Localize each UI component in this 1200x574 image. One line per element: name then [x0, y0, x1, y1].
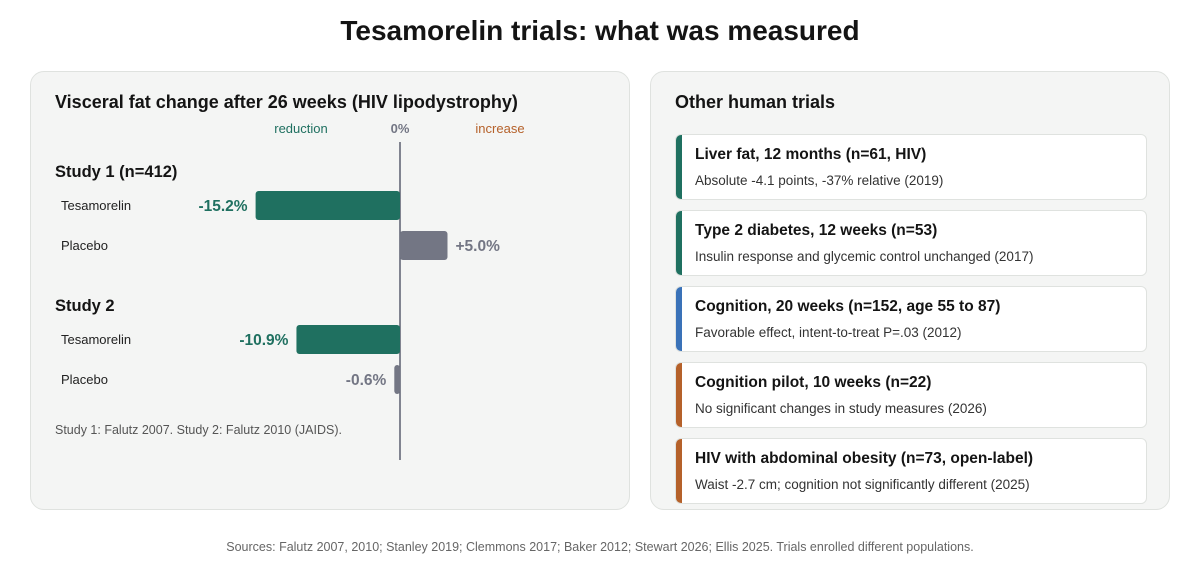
card-description: Waist -2.7 cm; cognition not significant… [695, 477, 1030, 492]
study-group-label: Study 1 (n=412) [55, 163, 177, 181]
trial-card: Cognition, 20 weeks (n=152, age 55 to 87… [675, 286, 1147, 352]
trial-card: HIV with abdominal obesity (n=73, open-l… [675, 438, 1147, 504]
bar-value-label: +5.0% [456, 238, 501, 255]
card-description: Absolute -4.1 points, -37% relative (201… [695, 173, 944, 188]
card-title: Cognition, 20 weeks (n=152, age 55 to 87… [695, 298, 1001, 315]
card-description: Insulin response and glycemic control un… [695, 249, 1034, 264]
bar-category-label: Placebo [61, 238, 108, 253]
bar-category-label: Tesamorelin [61, 198, 131, 213]
bar-category-label: Placebo [61, 372, 108, 387]
bar-category-label: Tesamorelin [61, 332, 131, 347]
other-trials-heading: Other human trials [675, 92, 836, 112]
card-accent-bar [676, 211, 682, 275]
placebo-bar [400, 231, 448, 260]
axis-label-zero: 0% [391, 121, 410, 136]
card-accent-bar [676, 135, 682, 199]
card-title: Cognition pilot, 10 weeks (n=22) [695, 374, 932, 391]
trial-card: Cognition pilot, 10 weeks (n=22) No signi… [675, 362, 1147, 428]
visceral-fat-chart: reduction 0% increase Study 1 (n=412) Tesamo… [55, 121, 525, 460]
card-accent-bar [676, 363, 682, 427]
card-description: No significant changes in study measures… [695, 401, 987, 416]
other-trials-panel: Other human trials Liver fat, 12 months … [650, 71, 1170, 510]
card-title: Liver fat, 12 months (n=61, HIV) [695, 146, 927, 163]
study-group-label: Study 2 [55, 297, 115, 315]
card-accent-bar [676, 439, 682, 503]
axis-label-increase: increase [475, 121, 524, 136]
bar-value-label: -10.9% [239, 332, 288, 349]
card-description: Favorable effect, intent-to-treat P=.03 … [695, 325, 962, 340]
bar-value-label: -0.6% [346, 372, 387, 389]
trial-card: Liver fat, 12 months (n=61, HIV) Absolute… [675, 134, 1147, 200]
page-title: Tesamorelin trials: what was measured [340, 15, 860, 46]
chart-footnote: Study 1: Falutz 2007. Study 2: Falutz 20… [55, 423, 342, 437]
sources-footer: Sources: Falutz 2007, 2010; Stanley 2019… [226, 540, 974, 554]
axis-label-reduction: reduction [274, 121, 327, 136]
placebo-bar [394, 365, 400, 394]
visceral-fat-panel: Visceral fat change after 26 weeks (HIV … [30, 71, 630, 510]
card-title: Type 2 diabetes, 12 weeks (n=53) [695, 222, 938, 239]
tesamorelin-bar [255, 191, 400, 220]
card-title: HIV with abdominal obesity (n=73, open-l… [695, 450, 1034, 467]
card-accent-bar [676, 287, 682, 351]
tesamorelin-bar [296, 325, 400, 354]
bar-value-label: -15.2% [198, 198, 247, 215]
chart-heading: Visceral fat change after 26 weeks (HIV … [55, 92, 518, 112]
trial-card: Type 2 diabetes, 12 weeks (n=53) Insulin … [675, 210, 1147, 276]
